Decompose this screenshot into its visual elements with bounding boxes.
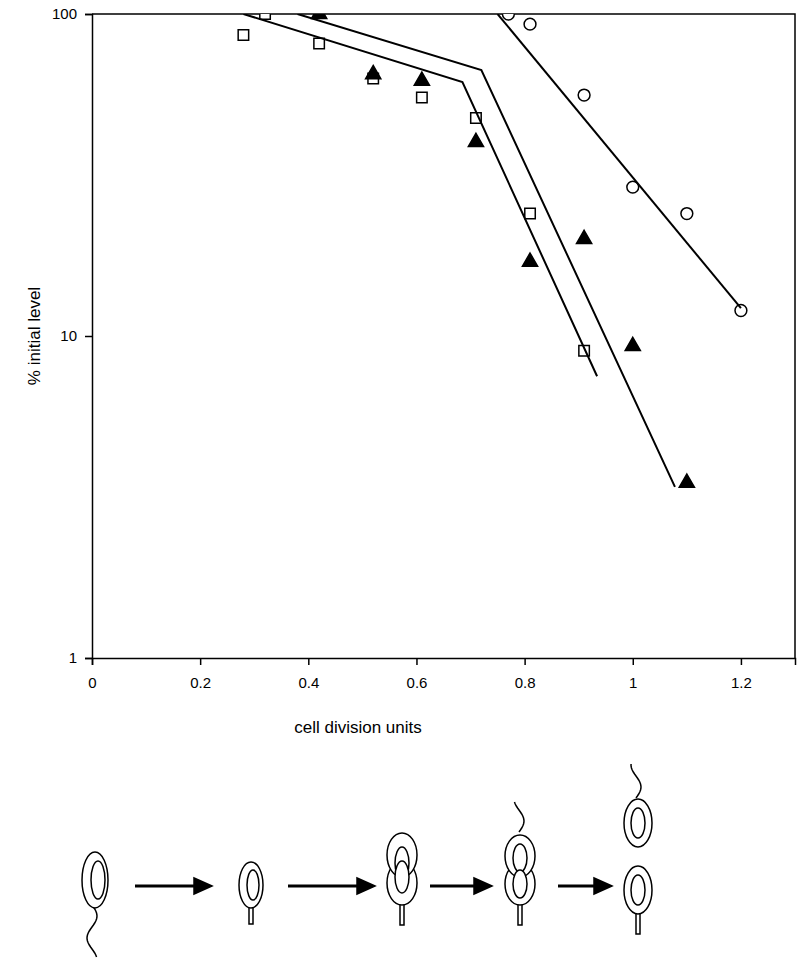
x-tick-mark — [633, 658, 635, 665]
arrow-head — [357, 878, 375, 894]
data-point — [525, 208, 535, 218]
arrow-shaft — [135, 885, 198, 888]
x-tick-mark — [524, 658, 526, 665]
arrow-head — [594, 878, 612, 894]
arrow-head — [474, 878, 492, 894]
chromosome — [631, 808, 645, 838]
stalk — [518, 903, 522, 925]
chromosome — [247, 870, 259, 900]
data-point — [679, 474, 694, 487]
x-axis: 0 0.2 0.4 0.6 0.8 1 1.2 — [88, 658, 795, 691]
arrow-shaft — [558, 885, 598, 888]
x-tick-label: 0 — [88, 674, 96, 691]
x-tick-label: 1.2 — [731, 674, 752, 691]
x-tick-label: 1 — [629, 674, 637, 691]
chart-root: 0 0.2 0.4 0.6 0.8 1 1.2 1 10 100 % initial level ce… — [0, 0, 800, 962]
x-tick: 1.2 — [731, 658, 752, 691]
y-tick: 10 — [60, 327, 92, 344]
data-point — [524, 18, 536, 30]
data-point — [417, 92, 427, 102]
x-axis-title: cell division units — [294, 718, 422, 737]
stalk — [636, 912, 640, 934]
cell-outline — [624, 799, 652, 847]
plot-marks — [238, 14, 747, 487]
y-tick-mark — [85, 14, 92, 16]
data-point — [578, 89, 590, 101]
fit-line — [243, 14, 597, 376]
chromosome — [631, 875, 645, 905]
data-point — [312, 14, 327, 18]
y-axis-title: % initial level — [25, 287, 44, 385]
data-point — [260, 14, 270, 19]
chromosome — [513, 870, 527, 898]
data-point — [468, 133, 483, 146]
y-tick-label: 100 — [52, 5, 77, 22]
arrow-shaft — [430, 885, 478, 888]
y-tick-mark — [85, 658, 92, 660]
arrow-shaft — [288, 885, 361, 888]
cell-cycle-diagram — [82, 764, 652, 957]
data-point — [681, 208, 693, 220]
y-axis-line — [85, 15, 93, 659]
data-point — [735, 305, 747, 317]
data-point — [625, 337, 640, 350]
y-tick-mark — [85, 336, 92, 338]
cell-outline — [624, 866, 652, 914]
stalk — [400, 903, 404, 925]
y-tick: 100 — [52, 5, 92, 22]
chromosome — [513, 844, 527, 872]
data-point — [314, 38, 324, 48]
cell-outline — [82, 852, 108, 908]
y-tick-label: 10 — [60, 327, 77, 344]
chromosome — [395, 861, 409, 893]
fit-line — [498, 14, 741, 308]
x-tick-mark — [308, 658, 310, 665]
x-tick-mark — [200, 658, 202, 665]
x-tick-mark — [416, 658, 418, 665]
plot-frame — [92, 14, 795, 658]
data-point — [238, 30, 248, 40]
x-tick: 0.6 — [407, 658, 428, 691]
flagellum — [514, 802, 524, 832]
data-point — [414, 72, 429, 85]
data-point — [577, 230, 592, 243]
x-tick-label: 0.6 — [407, 674, 428, 691]
data-point — [366, 65, 381, 78]
x-tick: 1 — [629, 658, 637, 691]
flagellum — [631, 764, 641, 798]
y-axis: 1 10 100 — [52, 5, 93, 666]
x-tick: 0 — [88, 658, 96, 691]
x-tick: 0.8 — [515, 658, 536, 691]
chromosome — [91, 861, 105, 899]
y-tick-label: 1 — [69, 649, 77, 666]
x-tick-label: 0.4 — [298, 674, 319, 691]
data-point — [522, 253, 537, 266]
cell-outline — [239, 862, 263, 908]
x-tick: 0.4 — [298, 658, 319, 691]
fit-line — [297, 14, 674, 487]
arrow-head — [194, 878, 212, 894]
x-tick-label: 0.2 — [190, 674, 211, 691]
x-tick: 0.2 — [190, 658, 211, 691]
x-tick-label: 0.8 — [515, 674, 536, 691]
x-tick-mark — [741, 658, 743, 665]
flagellum — [87, 905, 97, 957]
y-tick: 1 — [69, 649, 92, 666]
x-axis-line — [93, 659, 796, 666]
data-point — [502, 14, 514, 20]
